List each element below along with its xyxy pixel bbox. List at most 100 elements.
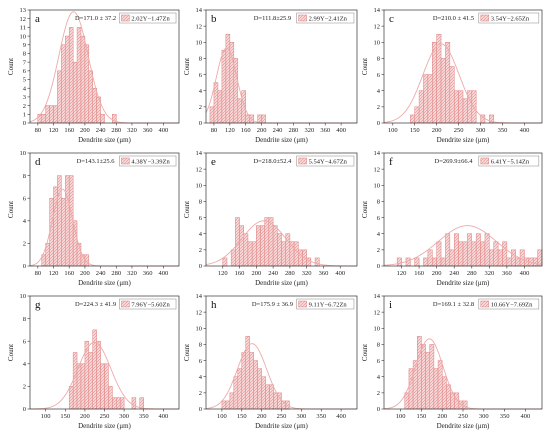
histogram-bar [100,114,105,124]
histogram-bar [475,233,481,267]
y-tick-label: 10 [196,39,203,46]
histogram-bar [108,386,113,410]
x-tick-label: 150 [417,413,427,420]
x-tick-label: 160 [64,270,74,277]
y-tick-label: 12 [196,23,203,30]
histogram-bar [68,386,74,410]
histogram-bar [256,225,261,267]
legend-label: 9.11Y−6.72Zn [309,302,348,309]
y-tick-label: 3 [23,94,26,101]
histogram-bar [221,400,227,410]
legend-box [119,12,177,24]
x-tick-label: 200 [80,270,90,277]
mean-sd-annotation: D=171.0 ± 37.2 [75,15,116,22]
mean-sd-annotation: D=224.3 ± 41.9 [75,301,116,308]
histogram-bar [471,241,477,267]
y-tick-label: 6 [377,72,381,79]
x-tick-label: 400 [336,127,346,134]
histogram-bar [209,106,215,124]
y-tick-label: 14 [374,150,381,157]
histogram-bar [519,249,525,267]
y-tick-label: 8 [23,173,26,180]
histogram-bar [414,106,420,124]
x-tick-label: 240 [96,127,106,134]
x-axis-title: Dendrite size (μm) [78,136,131,144]
y-tick-label: 14 [196,150,203,157]
histogram-bar [453,233,459,267]
histogram-bar [429,344,435,410]
histogram-bar [119,397,125,410]
y-tick-label: 10 [20,33,27,40]
histogram-bar [502,241,508,267]
x-axis-title: Dendrite size (μm) [437,136,490,144]
legend-swatch [298,157,307,165]
y-tick-label: 8 [377,342,380,349]
y-tick-label: 2 [23,384,26,391]
histogram-bar [261,376,266,410]
x-tick-label: 400 [158,270,168,277]
x-tick-label: 350 [316,413,326,420]
y-tick-label: 2 [199,247,202,254]
y-tick-label: 12 [196,166,203,173]
y-tick-label: 12 [374,23,381,30]
y-tick-label: 5 [23,77,26,84]
histogram-bar [277,233,282,267]
histogram-bar [314,257,320,267]
x-tick-label: 280 [111,270,121,277]
y-tick-label: 0 [23,406,26,413]
legend-label: 3.54Y−2.65Zn [491,16,530,23]
y-axis-title: Count [361,201,369,218]
y-tick-label: 0 [199,120,202,127]
histogram-bar [440,58,446,124]
histogram-bar [131,397,137,410]
mean-sd-annotation: D=218.0±52.4 [253,158,292,165]
y-tick-label: 4 [199,88,203,95]
histogram-bar [251,241,257,267]
histogram-bar [229,42,235,124]
histogram-bar [65,175,70,267]
legend-label: 4.38Y−3.39Zn [131,159,170,166]
x-tick-label: 160 [241,127,251,134]
histogram-bar [497,249,503,267]
mean-sd-annotation: D=269.9±66.4 [435,158,474,165]
histogram-bar [432,257,437,267]
x-axis-title: Dendrite size (μm) [78,422,131,430]
histogram-bar [237,98,243,124]
x-tick-label: 320 [484,270,494,277]
histogram-bar [484,233,490,267]
histogram-bar [57,70,62,124]
y-axis-title: Count [361,344,369,361]
y-tick-label: 4 [377,231,381,238]
plot-frame [29,152,180,267]
legend-label: 2.99Y−2.41Zn [309,16,348,23]
mean-sd-annotation: D=175.9 ± 36.9 [252,301,293,308]
legend-swatch [121,300,130,308]
y-tick-label: 6 [377,358,381,365]
histogram-bar [298,249,303,267]
y-tick-label: 6 [377,215,381,222]
histogram-bar [437,360,443,410]
histogram-bar [41,114,46,124]
y-tick-label: 10 [374,325,381,332]
y-tick-label: 13 [20,7,27,14]
x-tick-label: 320 [302,270,312,277]
plot-frame [205,9,358,124]
mean-sd-annotation: D=169.1 ± 32.8 [433,301,474,308]
histogram-bar [260,225,265,267]
y-tick-label: 10 [374,182,381,189]
histogram-bar [445,42,451,124]
histogram-bar [213,82,219,124]
y-tick-label: 8 [23,51,26,58]
histogram-bar [72,352,78,410]
histogram-bar [247,241,253,267]
mean-sd-annotation: D=210.0 ± 41.5 [433,15,474,22]
histogram-bar [273,392,278,410]
panel-b: 0 2 4 6 8 10 12 14 80 120 160 200 240 280 320 360 400 Den… [183,7,358,144]
histogram-bar [440,257,446,267]
y-tick-label: 2 [377,247,380,254]
x-tick-label: 300 [296,413,306,420]
y-tick-label: 4 [377,88,381,95]
x-tick-label: 350 [500,413,510,420]
